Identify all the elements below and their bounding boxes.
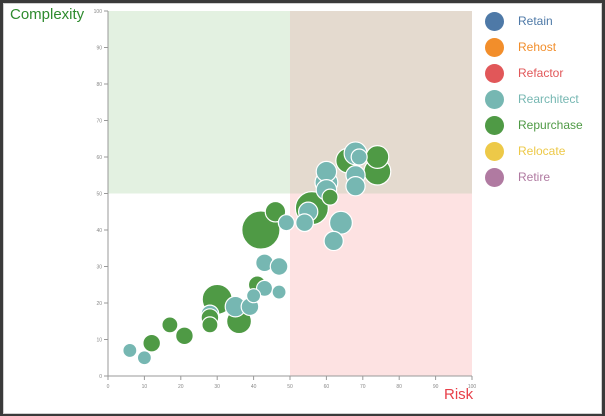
quadrant-backgrounds xyxy=(108,11,472,376)
legend-swatch xyxy=(485,11,504,31)
quadrant-low-risk-high-complexity xyxy=(108,11,290,194)
legend-swatch xyxy=(485,89,504,109)
legend-label: Repurchase xyxy=(518,118,583,132)
y-tick-label: 10 xyxy=(96,338,102,344)
y-tick-label: 80 xyxy=(96,82,102,88)
quadrant-high-risk-low-complexity xyxy=(290,193,472,376)
y-tick-label: 30 xyxy=(96,265,102,271)
y-tick-label: 90 xyxy=(96,46,102,52)
point-repurchase[interactable] xyxy=(175,326,194,346)
point-repurchase[interactable] xyxy=(142,333,162,353)
y-tick-label: 60 xyxy=(96,155,102,161)
x-tick-label: 70 xyxy=(360,384,366,390)
point-rearchitect[interactable] xyxy=(277,214,295,232)
data-points xyxy=(122,141,392,366)
x-tick-label: 40 xyxy=(251,384,257,390)
point-rearchitect[interactable] xyxy=(271,284,287,300)
legend-item-refactor[interactable]: Refactor xyxy=(485,60,583,86)
point-repurchase[interactable] xyxy=(161,316,179,334)
point-rearchitect[interactable] xyxy=(122,342,138,359)
y-tick-label: 40 xyxy=(96,228,102,234)
point-rearchitect[interactable] xyxy=(328,210,353,235)
x-tick-label: 10 xyxy=(142,384,148,390)
point-rearchitect[interactable] xyxy=(323,230,344,252)
point-rearchitect[interactable] xyxy=(295,213,314,233)
axes: 0 10 20 30 40 50 60 70 80 90 100 0 10 20 30 40 50 60 70 80 9… xyxy=(94,9,477,390)
x-tick-label: 80 xyxy=(396,384,402,390)
point-repurchase[interactable] xyxy=(201,316,219,334)
y-tick-label: 100 xyxy=(94,9,103,15)
point-repurchase[interactable] xyxy=(321,188,339,206)
point-repurchase[interactable] xyxy=(365,145,390,170)
legend-item-rehost[interactable]: Rehost xyxy=(485,34,583,60)
y-axis-title: Complexity xyxy=(10,6,85,23)
point-rearchitect[interactable] xyxy=(246,288,262,304)
point-rearchitect[interactable] xyxy=(350,148,368,166)
x-tick-label: 100 xyxy=(468,384,477,390)
legend-label: Refactor xyxy=(518,66,564,80)
legend-label: Rehost xyxy=(518,40,557,54)
legend: Retain Rehost Refactor Rearchitect Repurchas… xyxy=(485,8,583,190)
legend-item-retain[interactable]: Retain xyxy=(485,8,583,34)
x-tick-label: 0 xyxy=(107,384,110,390)
y-tick-label: 70 xyxy=(96,119,102,125)
x-tick-label: 20 xyxy=(178,384,184,390)
legend-swatch xyxy=(485,37,504,57)
legend-swatch xyxy=(485,63,504,83)
legend-swatch xyxy=(485,141,504,161)
y-tick-label: 50 xyxy=(96,192,102,198)
legend-label: Retire xyxy=(518,170,551,184)
x-tick-label: 50 xyxy=(287,384,293,390)
legend-swatch xyxy=(485,115,504,135)
x-tick-label: 90 xyxy=(433,384,439,390)
point-rearchitect[interactable] xyxy=(136,350,152,366)
x-axis-title: Risk xyxy=(444,386,474,403)
legend-item-repurchase[interactable]: Repurchase xyxy=(485,112,583,138)
y-tick-label: 20 xyxy=(96,301,102,307)
point-rearchitect[interactable] xyxy=(269,257,289,276)
legend-label: Retain xyxy=(518,14,553,28)
legend-item-relocate[interactable]: Relocate xyxy=(485,138,583,164)
x-tick-label: 60 xyxy=(324,384,330,390)
legend-item-retire[interactable]: Retire xyxy=(485,164,583,190)
legend-swatch xyxy=(485,167,504,187)
x-tick-label: 30 xyxy=(214,384,220,390)
point-rearchitect[interactable] xyxy=(345,175,366,197)
y-tick-label: 0 xyxy=(99,374,102,380)
legend-label: Rearchitect xyxy=(518,92,579,106)
legend-item-rearchitect[interactable]: Rearchitect xyxy=(485,86,583,112)
point-rearchitect[interactable] xyxy=(315,160,338,183)
legend-label: Relocate xyxy=(518,144,566,158)
